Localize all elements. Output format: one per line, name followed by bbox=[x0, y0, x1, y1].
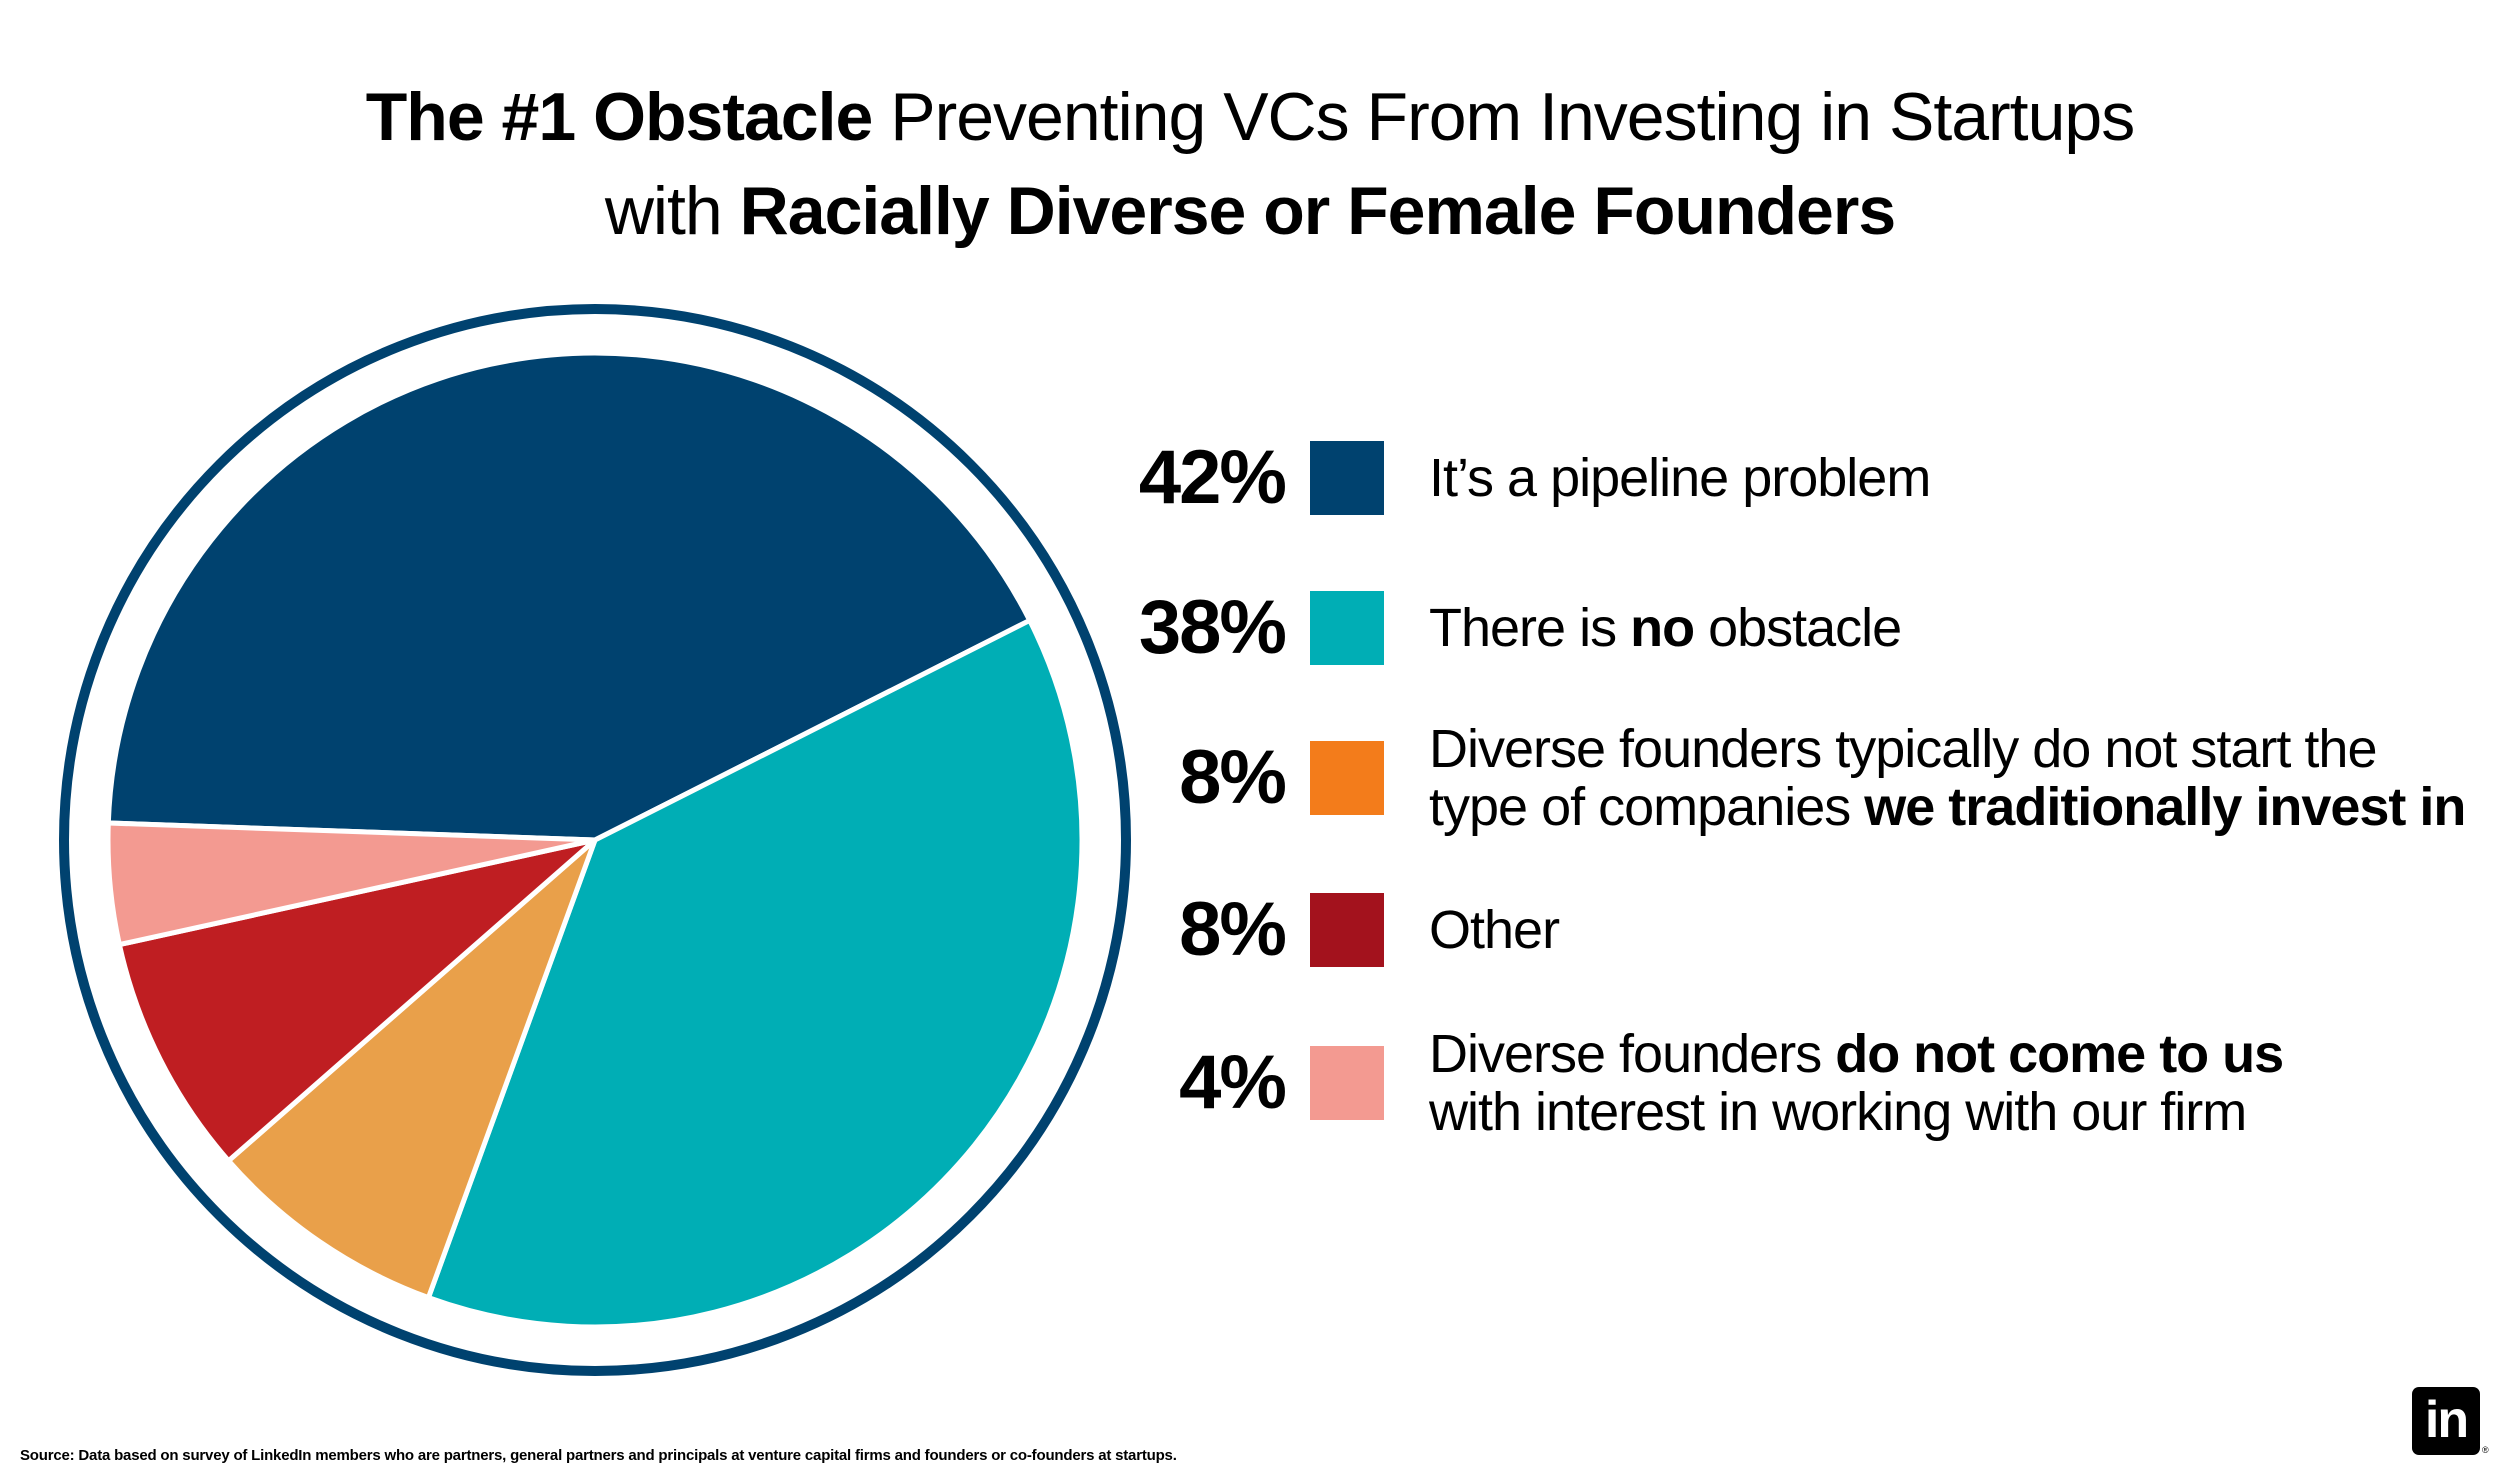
legend-text-run: It’s a pipeline problem bbox=[1429, 448, 1931, 508]
legend-item-dont-come: 4% Diverse founders do not come to us wit… bbox=[1060, 1023, 2480, 1143]
legend-label: Other bbox=[1429, 900, 1560, 960]
legend-label: It’s a pipeline problem bbox=[1429, 448, 1931, 508]
legend-text-run: Diverse founders typically do not start … bbox=[1429, 719, 2377, 779]
title-line-2: with Racially Diverse or Female Founders bbox=[604, 173, 1896, 249]
legend-item-company-type: 8% Diverse founders typically do not sta… bbox=[1060, 718, 2480, 838]
pie-slice-company-type bbox=[226, 837, 598, 1301]
legend-text-run: Other bbox=[1429, 900, 1560, 960]
legend-swatch bbox=[1310, 1046, 1384, 1120]
legend-label-line: Diverse founders typically do not start … bbox=[1429, 720, 2465, 778]
legend-text-run: with interest in working with our firm bbox=[1429, 1082, 2247, 1142]
pie-slice-dont-come bbox=[105, 820, 598, 948]
legend-text-run: no bbox=[1630, 598, 1695, 658]
legend-text-run: There is bbox=[1429, 598, 1631, 658]
legend-text-run: we traditionally invest in bbox=[1864, 777, 2466, 837]
legend-text-run: type of companies bbox=[1429, 777, 1865, 837]
chart-title: The #1 Obstacle Preventing VCs From Inve… bbox=[0, 70, 2500, 258]
legend-label-line: type of companies we traditionally inves… bbox=[1429, 777, 2466, 837]
legend-pct: 8% bbox=[1179, 735, 1287, 820]
registered-mark: ® bbox=[2482, 1445, 2489, 1455]
legend-item-other: 8% Other bbox=[1060, 870, 2480, 990]
pie-outer-ring bbox=[59, 304, 1131, 1376]
legend-text-run: Diverse founders bbox=[1429, 1024, 1836, 1084]
legend-swatch bbox=[1310, 893, 1384, 967]
legend-pct: 42% bbox=[1138, 435, 1287, 520]
legend-text-run: do not come to us bbox=[1835, 1024, 2284, 1084]
legend-text-run: obstacle bbox=[1694, 598, 1902, 658]
pie-chart bbox=[59, 304, 1131, 1376]
legend-label: Diverse founders typically do not start … bbox=[1429, 720, 2466, 837]
legend-label: Diverse founders do not come to us with i… bbox=[1429, 1024, 2284, 1141]
legend-label-line: with interest in working with our firm bbox=[1429, 1083, 2283, 1141]
legend-item-pipeline: 42% It’s a pipeline problem bbox=[1060, 418, 2480, 538]
legend-label-line: Diverse founders do not come to us bbox=[1429, 1024, 2284, 1084]
legend-swatch bbox=[1310, 741, 1384, 815]
legend-item-no-obstacle: 38% There is no obstacle bbox=[1060, 568, 2480, 688]
linkedin-logo-icon: in bbox=[2412, 1387, 2480, 1455]
legend-pct: 38% bbox=[1138, 585, 1287, 670]
legend-swatch bbox=[1310, 441, 1384, 515]
legend-pct: 8% bbox=[1179, 887, 1287, 972]
pie-slice-pipeline bbox=[105, 350, 1033, 843]
legend-label: There is no obstacle bbox=[1429, 598, 1902, 658]
pie-slice-no-obstacle bbox=[425, 617, 1085, 1330]
title-line-1: The #1 Obstacle Preventing VCs From Inve… bbox=[365, 79, 2135, 155]
legend-pct: 4% bbox=[1179, 1040, 1287, 1125]
legend-swatch bbox=[1310, 591, 1384, 665]
source-note: Source: Data based on survey of LinkedIn… bbox=[20, 1447, 1177, 1464]
